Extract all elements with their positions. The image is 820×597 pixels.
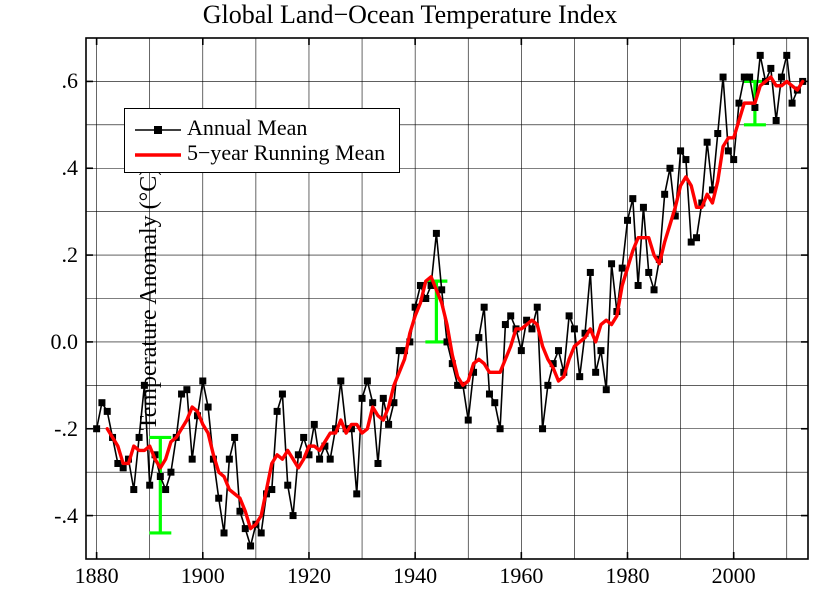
chart-canvas	[0, 0, 820, 597]
legend-swatch-running	[135, 144, 181, 162]
legend-label: 5−year Running Mean	[187, 140, 385, 165]
legend-entry-running: 5−year Running Mean	[135, 140, 385, 165]
y-tick: -.2	[54, 416, 78, 442]
legend-swatch-annual	[135, 119, 181, 137]
legend: Annual Mean 5−year Running Mean	[124, 108, 400, 173]
x-tick: 1900	[181, 563, 225, 589]
x-tick: 1960	[499, 563, 543, 589]
x-tick: 1880	[75, 563, 119, 589]
y-tick: .4	[62, 155, 79, 181]
y-tick: .2	[62, 242, 79, 268]
x-tick: 1980	[606, 563, 650, 589]
y-tick: -.4	[54, 503, 78, 529]
x-tick: 2000	[712, 563, 756, 589]
x-tick: 1920	[287, 563, 331, 589]
x-tick: 1940	[393, 563, 437, 589]
temperature-chart: { "chart": { "type": "line", "title": "G…	[0, 0, 820, 597]
legend-label: Annual Mean	[187, 115, 307, 140]
y-tick: 0.0	[51, 329, 79, 355]
y-tick: .6	[62, 68, 79, 94]
legend-entry-annual: Annual Mean	[135, 115, 385, 140]
